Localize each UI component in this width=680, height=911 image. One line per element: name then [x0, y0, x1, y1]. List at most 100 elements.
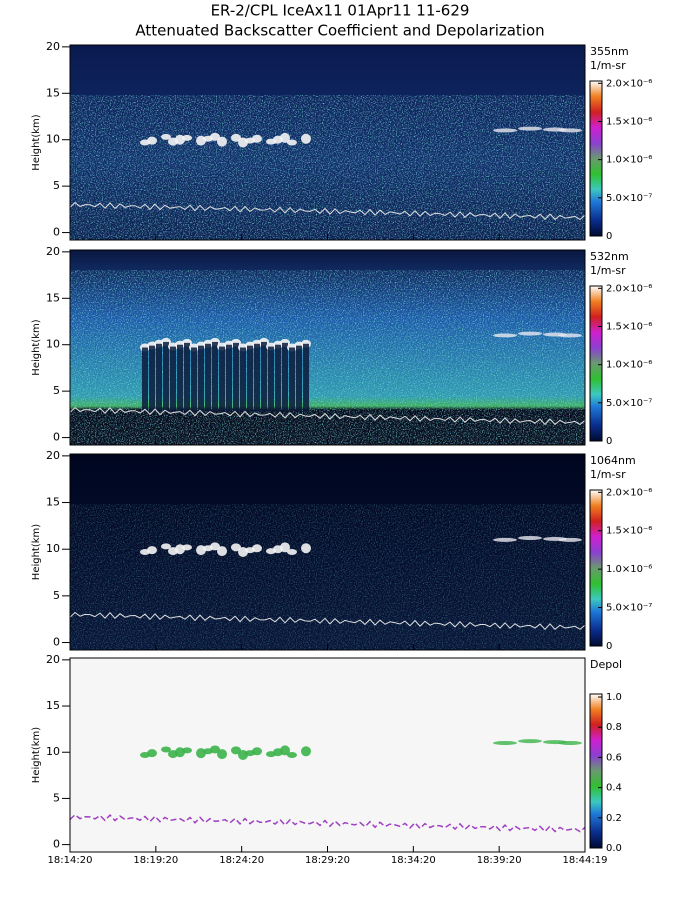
colorbar-tick-label: 5.0×10⁻⁷ — [606, 603, 652, 614]
colorbar-unit: 1/m-sr — [590, 59, 626, 72]
colorbar-tick-label: 1.0×10⁻⁶ — [606, 155, 652, 166]
colorbar-label: 532nm — [590, 250, 629, 263]
colorbar-tick-label: 2.0×10⁻⁶ — [606, 78, 652, 89]
cloud — [301, 746, 311, 757]
colorbar-tick-label: 2.0×10⁻⁶ — [606, 487, 652, 498]
cloud — [280, 132, 290, 143]
colorbar — [589, 693, 603, 849]
cloud — [558, 537, 582, 542]
cloud — [147, 749, 157, 758]
title: ER-2/CPL IceAx11 01Apr11 11-629 — [211, 2, 470, 20]
x-tick-label: 18:39:20 — [477, 855, 522, 866]
y-tick-label: 20 — [46, 245, 60, 258]
cloud-column — [205, 343, 211, 412]
x-tick-label: 18:44:19 — [563, 855, 608, 866]
y-tick-label: 5 — [53, 589, 60, 602]
cloud-column — [184, 342, 190, 412]
colorbar-tick-label: 5.0×10⁻⁷ — [606, 398, 652, 409]
cloud — [280, 745, 290, 756]
colorbar-tick-label: 0.6 — [606, 752, 622, 763]
colorbar-tick-label: 0.4 — [606, 783, 622, 794]
cloud-column — [226, 344, 232, 412]
colorbar-tick-label: 0 — [606, 436, 612, 447]
curtain-noise — [70, 504, 585, 650]
surface-return — [69, 406, 586, 426]
colorbar-tick-label: 0.0 — [606, 843, 622, 854]
surface-return — [69, 813, 586, 833]
cloud — [217, 546, 227, 557]
y-tick-label: 10 — [46, 745, 60, 758]
cloud — [493, 740, 517, 745]
cloud — [518, 739, 542, 744]
cloud — [161, 133, 171, 140]
cloud — [558, 333, 582, 338]
colorbar-tick-label: 1.5×10⁻⁶ — [606, 116, 652, 127]
cloud-column — [296, 345, 302, 412]
cloud — [252, 544, 262, 553]
colorbar-tick-label: 1.0×10⁻⁶ — [606, 360, 652, 371]
x-tick-label: 18:19:20 — [133, 855, 178, 866]
cloud — [287, 139, 297, 146]
y-tick-label: 15 — [46, 496, 60, 509]
cloud-column — [170, 346, 176, 412]
x-tick-label: 18:14:20 — [48, 855, 93, 866]
cloud-column — [303, 343, 309, 412]
cloud — [210, 745, 220, 754]
x-tick-label: 18:24:20 — [219, 855, 264, 866]
y-tick-label: 20 — [46, 653, 60, 666]
cloud — [147, 136, 157, 145]
x-tick-label: 18:29:20 — [305, 855, 350, 866]
y-tick-label: 10 — [46, 338, 60, 351]
cloud — [210, 542, 220, 551]
y-axis-label: Height(km) — [31, 114, 42, 170]
cloud — [287, 549, 297, 555]
cloud — [252, 134, 262, 143]
cloud — [301, 133, 311, 144]
cloud-column — [282, 342, 288, 412]
colorbar-tick-label: 2.0×10⁻⁶ — [606, 283, 652, 294]
colorbar — [589, 80, 603, 237]
cloud-column — [156, 343, 162, 412]
cloud — [210, 132, 220, 141]
cloud-column — [142, 347, 148, 412]
cloud — [217, 136, 227, 147]
cloud-column — [219, 346, 225, 412]
colorbar-label: 1064nm — [590, 454, 636, 467]
cloud — [558, 740, 582, 745]
y-axis-label: Height(km) — [31, 727, 42, 783]
cloud — [493, 128, 517, 133]
colorbar-label: 355nm — [590, 45, 629, 58]
cloud-column — [149, 345, 155, 412]
cloud-column — [261, 341, 267, 412]
x-tick-label: 18:34:20 — [391, 855, 436, 866]
y-tick-label: 0 — [53, 636, 60, 649]
colorbar-unit: 1/m-sr — [590, 264, 626, 277]
curtain-noise — [70, 95, 585, 240]
y-tick-label: 15 — [46, 699, 60, 712]
cloud — [182, 747, 192, 754]
cloud-column — [163, 341, 169, 412]
y-tick-label: 10 — [46, 133, 60, 146]
y-tick-label: 5 — [53, 384, 60, 397]
colorbar-tick-label: 1.5×10⁻⁶ — [606, 321, 652, 332]
surface-return — [69, 201, 586, 221]
y-tick-label: 15 — [46, 86, 60, 99]
cloud — [493, 537, 517, 542]
cloud — [493, 333, 517, 338]
cloud-column — [198, 345, 204, 412]
cloud-column — [268, 346, 274, 412]
cloud — [161, 543, 171, 550]
cloud-column — [275, 344, 281, 412]
colorbar-tick-label: 0 — [606, 231, 612, 242]
cloud — [161, 746, 171, 753]
y-tick-label: 5 — [53, 791, 60, 804]
cloud — [231, 746, 241, 755]
cloud — [301, 543, 311, 554]
y-tick-label: 20 — [46, 449, 60, 462]
cloud — [231, 543, 241, 552]
subtitle: Attenuated Backscatter Coefficient and D… — [135, 22, 544, 40]
y-tick-label: 0 — [53, 431, 60, 444]
y-tick-label: 15 — [46, 291, 60, 304]
y-tick-label: 0 — [53, 838, 60, 851]
